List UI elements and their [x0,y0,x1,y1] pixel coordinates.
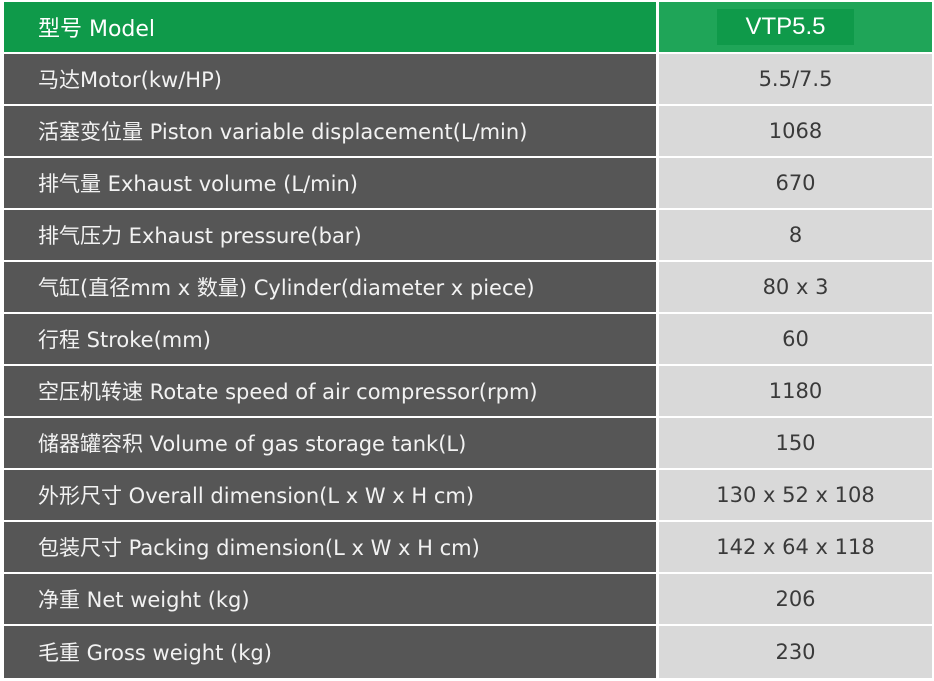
row-label: 外形尺寸 Overall dimension(L x W x H cm) [4,470,659,520]
table-row: 活塞变位量 Piston variable displacement(L/min… [4,106,932,158]
row-value: 1068 [659,106,932,156]
row-value: 230 [659,626,932,678]
row-label: 空压机转速 Rotate speed of air compressor(rpm… [4,366,659,416]
table-row: 毛重 Gross weight (kg) 230 [4,626,932,678]
row-value: 130 x 52 x 108 [659,470,932,520]
row-value: 5.5/7.5 [659,54,932,104]
table-row: 气缸(直径mm x 数量) Cylinder(diameter x piece)… [4,262,932,314]
table-row: 排气压力 Exhaust pressure(bar) 8 [4,210,932,262]
table-row: 外形尺寸 Overall dimension(L x W x H cm) 130… [4,470,932,522]
row-value: 206 [659,574,932,624]
row-value: 80 x 3 [659,262,932,312]
row-value: 60 [659,314,932,364]
row-label: 活塞变位量 Piston variable displacement(L/min… [4,106,659,156]
header-value-cell: VTP5.5 [659,2,932,52]
header-label: 型号 Model [4,2,659,52]
row-label: 马达Motor(kw/HP) [4,54,659,104]
row-value: 670 [659,158,932,208]
table-row: 空压机转速 Rotate speed of air compressor(rpm… [4,366,932,418]
row-label: 气缸(直径mm x 数量) Cylinder(diameter x piece) [4,262,659,312]
row-value: 1180 [659,366,932,416]
table-row: 马达Motor(kw/HP) 5.5/7.5 [4,54,932,106]
row-label: 净重 Net weight (kg) [4,574,659,624]
table-row: 行程 Stroke(mm) 60 [4,314,932,366]
row-value: 8 [659,210,932,260]
row-label: 毛重 Gross weight (kg) [4,626,659,678]
row-label: 包装尺寸 Packing dimension(L x W x H cm) [4,522,659,572]
row-label: 储器罐容积 Volume of gas storage tank(L) [4,418,659,468]
row-label: 排气压力 Exhaust pressure(bar) [4,210,659,260]
model-name: VTP5.5 [717,9,854,45]
table-row: 排气量 Exhaust volume (L/min) 670 [4,158,932,210]
spec-table: 型号 Model VTP5.5 马达Motor(kw/HP) 5.5/7.5 活… [4,2,932,679]
table-row: 储器罐容积 Volume of gas storage tank(L) 150 [4,418,932,470]
row-label: 行程 Stroke(mm) [4,314,659,364]
row-value: 150 [659,418,932,468]
row-value: 142 x 64 x 118 [659,522,932,572]
table-header-row: 型号 Model VTP5.5 [4,2,932,54]
table-row: 净重 Net weight (kg) 206 [4,574,932,626]
table-row: 包装尺寸 Packing dimension(L x W x H cm) 142… [4,522,932,574]
row-label: 排气量 Exhaust volume (L/min) [4,158,659,208]
